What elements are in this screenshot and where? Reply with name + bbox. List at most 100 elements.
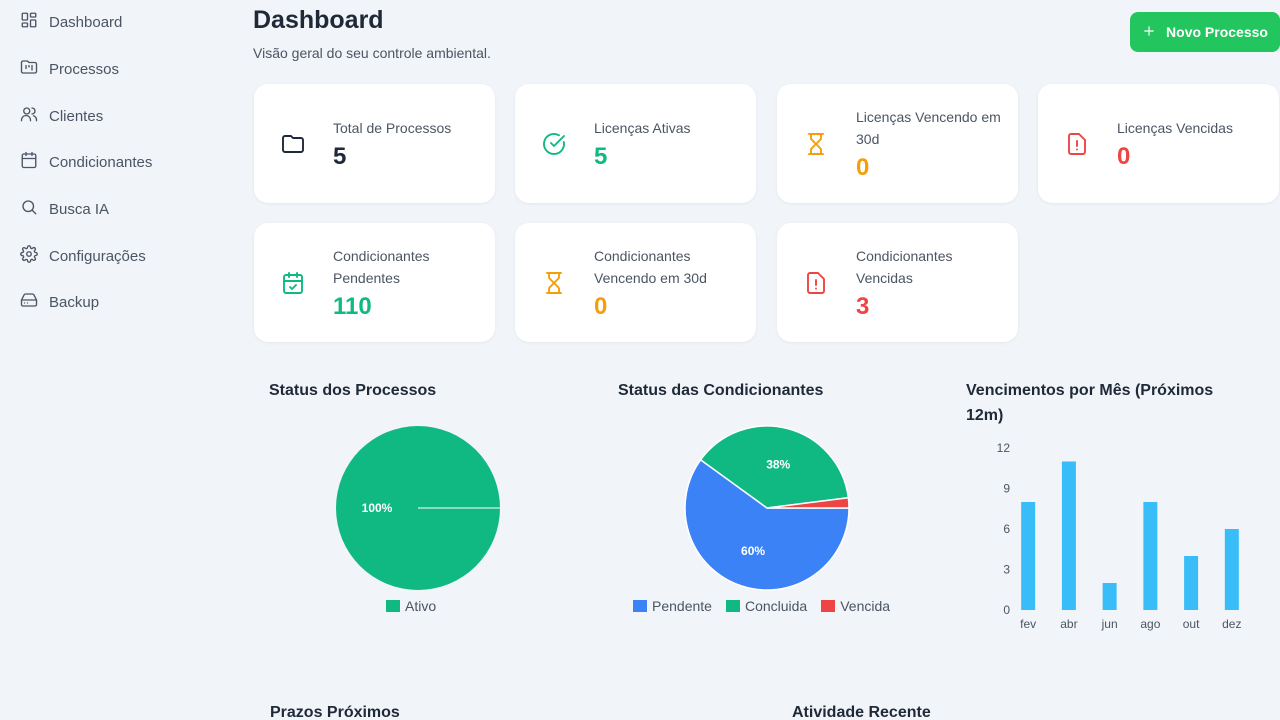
sidebar: Dashboard Processos Clientes Condicionan… bbox=[0, 0, 230, 720]
condicionantes-slice-concluida bbox=[699, 425, 850, 509]
users-icon bbox=[20, 105, 38, 127]
sidebar-item-dashboard[interactable]: Dashboard bbox=[20, 7, 122, 37]
card-condicionantes-vencendo: Condicionantes Vencendo em 30d 0 bbox=[515, 223, 756, 342]
card-licencas-vencidas: Licenças Vencidas 0 bbox=[1038, 84, 1279, 203]
bar-out[interactable] bbox=[1184, 556, 1199, 610]
card-licencas-vencendo: Licenças Vencendo em 30d 0 bbox=[777, 84, 1018, 203]
chart-title-condicionantes: Status das Condicionantes bbox=[618, 382, 824, 399]
condicionantes-legend-item-pendente[interactable]: Pendente bbox=[633, 598, 712, 614]
sidebar-item-label: Clientes bbox=[49, 107, 104, 125]
x-tick-label-fev: fev bbox=[1020, 617, 1036, 631]
card-value: 5 bbox=[594, 142, 608, 170]
pie-chart-condicionantes: 60% 38% bbox=[684, 425, 850, 591]
new-process-button[interactable]: Novo Processo bbox=[1130, 12, 1280, 52]
plus-icon bbox=[1142, 24, 1156, 41]
bar-chart-vencimentos: 0 3 6 9 12 fev abr jun ago out dez bbox=[997, 441, 1242, 631]
legend-swatch bbox=[821, 600, 836, 612]
card-value: 0 bbox=[1117, 142, 1131, 170]
card-value: 5 bbox=[333, 142, 347, 170]
x-tick-label-jun: jun bbox=[1101, 617, 1118, 631]
y-tick-label: 0 bbox=[1003, 603, 1010, 617]
condicionantes-slice-label-pendente: 60% bbox=[741, 544, 765, 558]
gear-icon bbox=[20, 245, 38, 267]
card-label: Total de Processos bbox=[333, 119, 452, 136]
legend-label: Vencida bbox=[840, 598, 891, 614]
condicionantes-slice-pendente bbox=[684, 458, 850, 591]
search-icon bbox=[20, 198, 38, 220]
sidebar-item-label: Dashboard bbox=[49, 13, 123, 31]
sidebar-item-configuracoes[interactable]: Configurações bbox=[20, 241, 146, 271]
chart-legend-condicionantes: Pendente Concluida Vencida bbox=[633, 598, 890, 614]
legend-swatch bbox=[633, 600, 647, 612]
chart-title-processos: Status dos Processos bbox=[269, 382, 437, 399]
sidebar-item-clientes[interactable]: Clientes bbox=[20, 101, 103, 131]
y-tick-label: 6 bbox=[1003, 522, 1010, 536]
sidebar-item-label: Configurações bbox=[49, 247, 146, 265]
condicionantes-slice-vencida bbox=[766, 496, 850, 509]
sidebar-item-busca-ia[interactable]: Busca IA bbox=[20, 194, 109, 224]
card-label: Condicionantes Pendentes bbox=[333, 247, 430, 286]
y-tick-label: 12 bbox=[997, 441, 1011, 455]
card-value: 0 bbox=[594, 292, 608, 320]
sidebar-item-label: Processos bbox=[49, 60, 120, 78]
legend-label: Ativo bbox=[405, 598, 437, 614]
new-process-button-label: Novo Processo bbox=[1166, 24, 1268, 40]
legend-label: Pendente bbox=[652, 598, 712, 614]
legend-swatch bbox=[725, 600, 740, 612]
sidebar-item-backup[interactable]: Backup bbox=[20, 287, 99, 317]
hourglass-icon bbox=[804, 132, 828, 156]
bar-abr[interactable] bbox=[1061, 461, 1076, 611]
card-condicionantes-vencidas: Condicionantes Vencidas 3 bbox=[777, 223, 1018, 342]
bar-ago[interactable] bbox=[1143, 502, 1158, 610]
y-tick-label: 3 bbox=[1003, 563, 1010, 577]
card-licencas-ativas: Licenças Ativas 5 bbox=[515, 84, 756, 203]
sidebar-item-condicionantes[interactable]: Condicionantes bbox=[20, 147, 152, 177]
processos-slice-label-ativo: 100% bbox=[362, 501, 393, 515]
calendar-check-icon bbox=[281, 271, 305, 295]
sidebar-item-processos[interactable]: Processos bbox=[20, 54, 119, 84]
bar-dez[interactable] bbox=[1224, 529, 1239, 610]
card-condicionantes-pendentes: Condicionantes Pendentes 110 bbox=[254, 223, 495, 342]
processos-legend-item-ativo[interactable]: Ativo bbox=[386, 598, 436, 614]
condicionantes-legend-item-vencida[interactable]: Vencida bbox=[821, 598, 890, 614]
card-value: 3 bbox=[856, 292, 870, 320]
file-alert-icon bbox=[1065, 132, 1089, 156]
hourglass-icon bbox=[542, 271, 566, 295]
folder-icon bbox=[281, 132, 305, 156]
check-circle-icon bbox=[542, 132, 566, 156]
legend-swatch bbox=[386, 600, 400, 612]
chart-title-vencimentos: Vencimentos por Mês (Próximos 12m) bbox=[966, 382, 1214, 424]
section-title-atividade: Atividade Recente bbox=[792, 704, 931, 720]
x-tick-label-abr: abr bbox=[1060, 617, 1077, 631]
card-label: Condicionantes Vencendo em 30d bbox=[594, 247, 707, 286]
card-label: Condicionantes Vencidas bbox=[856, 247, 953, 286]
x-tick-label-ago: ago bbox=[1140, 617, 1160, 631]
card-value: 0 bbox=[856, 153, 870, 181]
calendar-icon bbox=[20, 151, 38, 173]
sidebar-item-label: Condicionantes bbox=[49, 153, 153, 171]
y-tick-label: 9 bbox=[1003, 482, 1010, 496]
folder-kanban-icon bbox=[20, 58, 38, 80]
condicionantes-slice-label-concluida: 38% bbox=[766, 457, 790, 471]
page-subtitle: Visão geral do seu controle ambiental. bbox=[253, 45, 491, 61]
page-title: Dashboard bbox=[253, 6, 384, 34]
bar-fev[interactable] bbox=[1021, 502, 1036, 610]
legend-label: Concluida bbox=[744, 598, 808, 614]
chart-legend-processos: Ativo bbox=[386, 598, 436, 614]
card-label: Licenças Vencendo em 30d bbox=[856, 108, 1001, 147]
card-total-processos: Total de Processos 5 bbox=[254, 84, 495, 203]
dashboard-icon bbox=[20, 11, 38, 33]
section-title-prazos: Prazos Próximos bbox=[270, 704, 400, 720]
pie-chart-processos: 100% bbox=[336, 426, 500, 590]
sidebar-item-label: Busca IA bbox=[49, 200, 110, 218]
file-alert-icon bbox=[804, 271, 828, 295]
x-tick-label-out: out bbox=[1183, 617, 1200, 631]
card-value: 110 bbox=[333, 292, 372, 320]
bar-jun[interactable] bbox=[1102, 583, 1117, 610]
condicionantes-legend-item-concluida[interactable]: Concluida bbox=[725, 598, 808, 614]
sidebar-item-label: Backup bbox=[49, 293, 100, 311]
x-tick-label-dez: dez bbox=[1222, 617, 1241, 631]
card-label: Licenças Vencidas bbox=[1117, 119, 1233, 136]
hard-drive-icon bbox=[20, 291, 38, 313]
card-label: Licenças Ativas bbox=[594, 119, 691, 136]
